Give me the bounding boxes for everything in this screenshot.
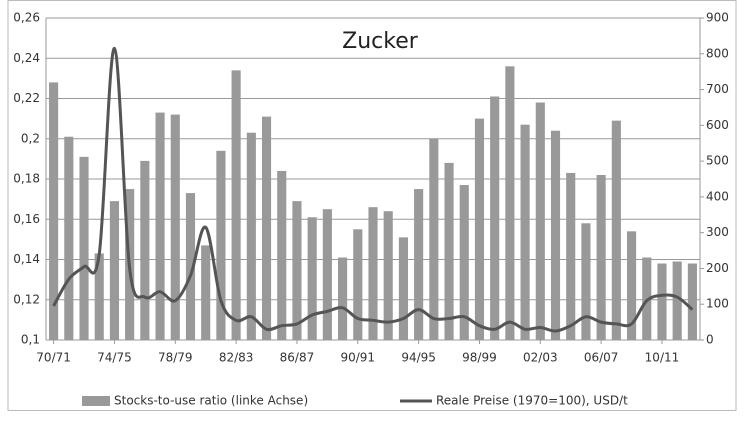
bar [79,156,89,340]
y-tick-label: 0,2 [21,131,40,145]
bar [368,207,378,340]
y2-tick-label: 200 [706,261,729,275]
y-tick-label: 0,12 [13,292,40,306]
y-tick-label: 0,24 [13,51,40,65]
y-tick-label: 0,16 [13,212,40,226]
bar [140,160,150,340]
x-tick-label: 94/95 [401,351,436,365]
x-tick-label: 70/71 [36,351,71,365]
bar [322,209,332,340]
y2-tick-label: 500 [706,154,729,168]
bar [383,211,393,340]
y-tick-label: 0,18 [13,172,40,186]
y-tick-label: 0,14 [13,252,40,266]
y-tick-label: 0,1 [21,333,40,347]
y2-tick-label: 600 [706,118,729,132]
bar [596,174,606,340]
line [52,46,694,333]
bar [185,193,196,340]
bar [657,263,667,340]
x-tick-label: 86/87 [280,351,315,365]
bar [170,114,180,340]
bar [398,237,408,340]
y2-tick-label: 100 [706,297,729,311]
y-tick-label: 0,22 [13,91,40,105]
bar [611,120,621,340]
bar [581,223,591,340]
bar [626,231,637,340]
bar [520,124,530,340]
y2-tick-label: 0 [706,333,714,347]
bar [216,150,226,340]
bar [261,116,272,340]
bar [292,201,302,340]
bar [490,96,500,340]
bar [429,138,439,340]
bar [459,185,469,340]
bar [444,162,454,340]
y-tick-label: 0,26 [13,11,40,25]
bar [672,261,682,340]
bar [277,170,287,340]
bar [231,70,241,340]
bar [550,130,561,340]
bar [307,217,317,340]
bar [155,112,165,341]
y2-tick-label: 900 [706,11,729,25]
bar [49,82,59,341]
y2-tick-label: 400 [706,189,729,203]
bar [201,245,211,340]
frame [7,0,737,411]
x-tick-label: 74/75 [97,351,132,365]
bar [109,201,120,340]
bar [353,229,363,340]
x-tick-label: 06/07 [584,351,619,365]
bar [687,263,697,340]
x-tick-label: 82/83 [219,351,254,365]
y2-tick-label: 700 [706,82,729,96]
bar [94,253,104,340]
bar [64,136,74,340]
legend-swatch [82,396,110,406]
legend-label: Stocks-to-use ratio (linke Achse) [114,394,308,408]
bar [414,189,424,340]
y2-tick-label: 300 [706,225,729,239]
bar [338,257,348,340]
y2-tick-label: 800 [706,46,729,60]
chart-title: Zucker [342,29,419,54]
bar [246,132,256,340]
x-tick-label: 02/03 [523,351,558,365]
x-tick-label: 10/11 [645,351,680,365]
x-tick-label: 98/99 [462,351,497,365]
bar [566,172,576,340]
bar [474,118,485,340]
bar [535,102,545,341]
x-tick-label: 90/91 [340,351,375,365]
legend-label: Reale Preise (1970=100), USD/t [436,394,628,408]
x-tick-label: 78/79 [158,351,193,365]
bar [505,66,515,341]
